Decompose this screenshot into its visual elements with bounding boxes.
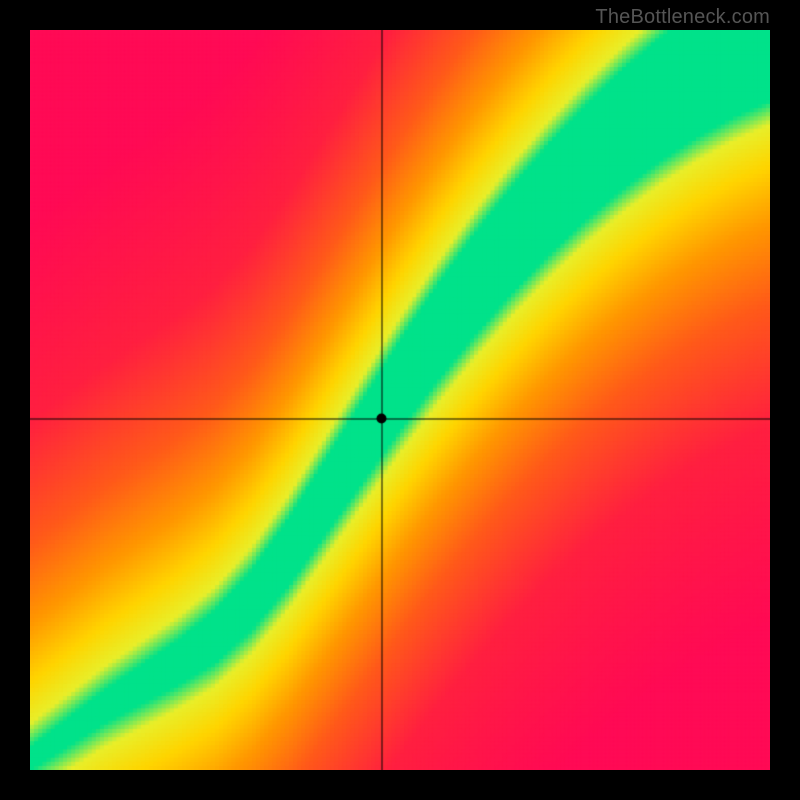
watermark-text: TheBottleneck.com [595, 6, 770, 29]
bottleneck-heatmap [30, 30, 770, 770]
